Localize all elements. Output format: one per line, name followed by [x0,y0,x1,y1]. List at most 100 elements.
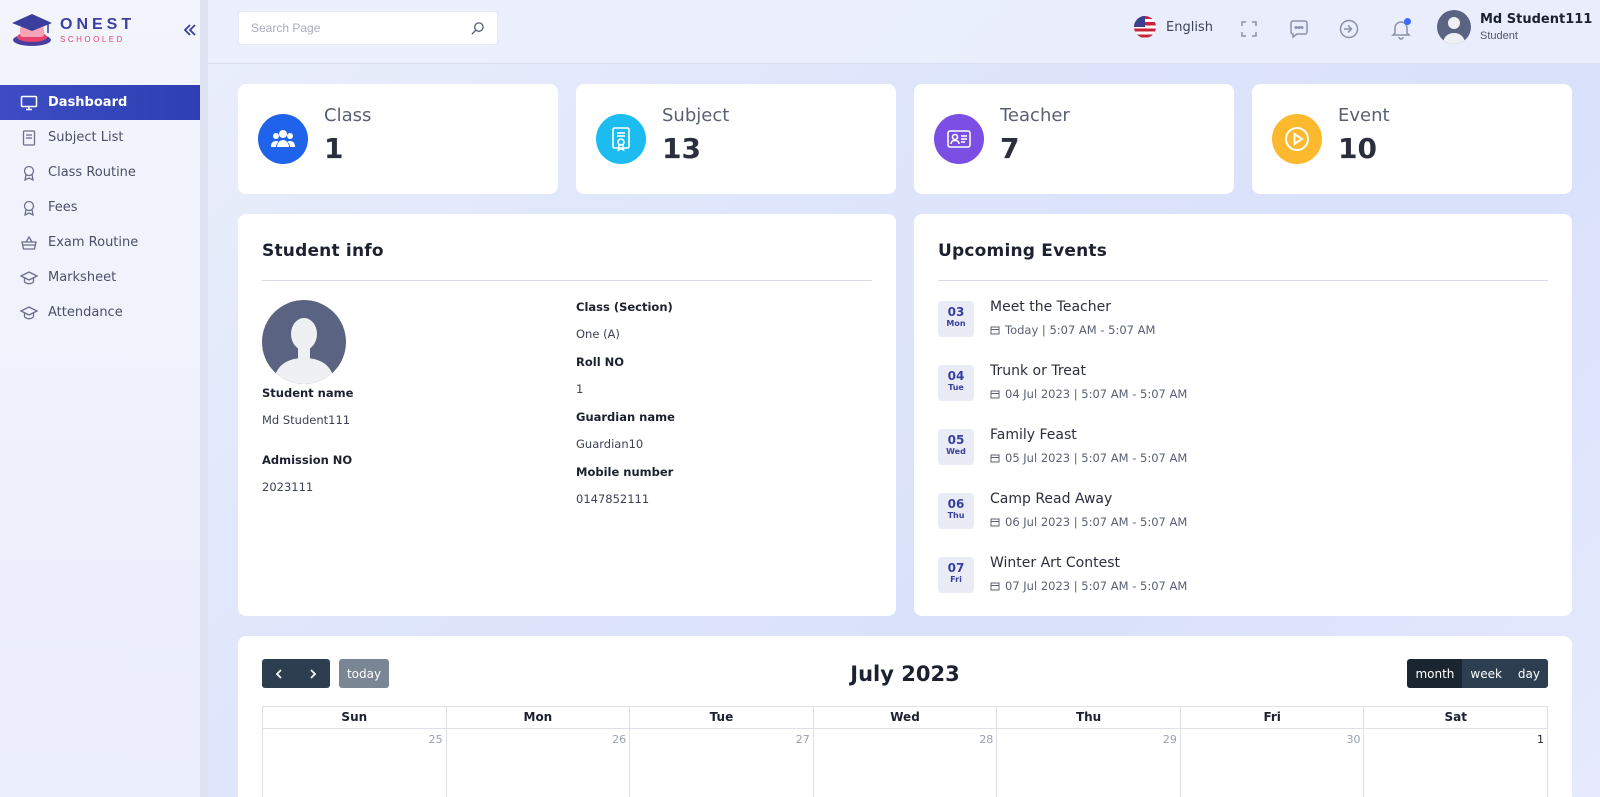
chat-icon[interactable] [1288,18,1310,40]
view-week-button[interactable]: week [1462,659,1510,688]
roll-label: Roll NO [576,355,625,369]
sidebar-item-subject-list[interactable]: Subject List [0,120,202,155]
event-item[interactable]: 07 Fri Winter Art Contest 07 Jul 2023 | … [938,555,1518,605]
event-date-badge: 07 Fri [938,557,974,593]
calendar-day-cell[interactable]: 28 [814,729,998,797]
event-weekday: Thu [947,511,965,520]
user-menu[interactable]: Md Student111 Student [1437,10,1592,44]
language-label: English [1166,19,1213,35]
calendar-icon [990,390,1000,399]
award-icon [23,165,35,181]
sidebar-item-dashboard[interactable]: Dashboard [0,85,202,120]
search-icon[interactable] [470,21,485,36]
sidebar-item-exam-routine[interactable]: Exam Routine [0,225,202,260]
prev-month-button[interactable] [262,659,296,688]
id-card-icon [934,114,984,164]
user-role: Student [1480,30,1518,42]
student-info-panel: Student info Student name Md Student111 … [238,214,896,616]
notification-button[interactable] [1390,18,1412,40]
event-title: Winter Art Contest [990,555,1120,571]
fullscreen-icon[interactable] [1238,18,1260,40]
event-time: 06 Jul 2023 | 5:07 AM - 5:07 AM [990,515,1187,529]
language-selector[interactable]: English [1134,16,1213,38]
users-icon [258,114,308,164]
event-item[interactable]: 04 Tue Trunk or Treat 04 Jul 2023 | 5:07… [938,363,1518,413]
search-input[interactable] [251,21,470,35]
calendar-day-cell[interactable]: 29 [997,729,1181,797]
stat-card-subject: Subject 13 [576,84,896,194]
event-time-text: 04 Jul 2023 | 5:07 AM - 5:07 AM [1005,387,1188,401]
view-month-button[interactable]: month [1407,659,1463,688]
class-section-label: Class (Section) [576,300,673,314]
mobile-label: Mobile number [576,465,674,479]
roll-value: 1 [576,382,584,396]
sidebar-item-marksheet[interactable]: Marksheet [0,260,202,295]
calendar-day-cell[interactable]: 30 [1181,729,1365,797]
stat-label: Subject [662,105,730,126]
certificate-icon [596,114,646,164]
event-day: 05 [947,433,965,447]
today-button[interactable]: today [339,659,389,688]
event-weekday: Mon [946,319,966,328]
user-name: Md Student111 [1480,12,1593,27]
stat-card-event: Event 10 [1252,84,1572,194]
event-item[interactable]: 06 Thu Camp Read Away 06 Jul 2023 | 5:07… [938,491,1518,541]
panel-title: Student info [262,241,384,261]
weekday-label: Wed [814,707,998,728]
admission-label: Admission NO [262,453,353,467]
event-day: 04 [947,369,965,383]
event-date-badge: 03 Mon [938,301,974,337]
basket-icon [21,235,37,250]
calendar-day-cell[interactable]: 25 [263,729,447,797]
upcoming-events-panel: Upcoming Events 03 Mon Meet the Teacher … [914,214,1572,616]
next-month-button[interactable] [296,659,330,688]
brand-name: ONEST [60,15,136,33]
panel-title: Upcoming Events [938,241,1108,261]
notification-badge [1404,18,1411,25]
calendar-panel: today July 2023 month week day Sun Mon T… [238,636,1572,797]
chevron-left-icon [275,668,282,679]
calendar-grid: Sun Mon Tue Wed Thu Fri Sat 25 26 27 28 … [262,706,1548,797]
stat-value: 13 [662,132,701,165]
event-day: 03 [947,305,965,319]
event-weekday: Wed [946,447,966,456]
sidebar-item-label: Class Routine [48,165,136,180]
weekday-label: Sat [1444,710,1467,724]
event-day: 07 [947,561,965,575]
event-date-badge: 04 Tue [938,365,974,401]
sidebar-item-attendance[interactable]: Attendance [0,295,202,330]
view-day-button[interactable]: day [1509,659,1548,688]
event-weekday: Fri [950,575,962,584]
sidebar-item-label: Subject List [48,130,124,145]
student-photo [262,300,346,384]
mobile-value: 0147852111 [576,492,650,506]
calendar-title: July 2023 [850,662,960,686]
calendar-icon [990,582,1000,591]
event-item[interactable]: 05 Wed Family Feast 05 Jul 2023 | 5:07 A… [938,427,1518,477]
app-logo[interactable]: ONEST SCHOOLED [10,12,135,48]
calendar-icon [990,454,1000,463]
collapse-sidebar-icon[interactable] [180,20,200,40]
sidebar-item-label: Attendance [48,305,123,320]
class-section-value: One (A) [576,327,620,341]
event-title: Meet the Teacher [990,299,1111,315]
student-name-value: Md Student111 [262,413,351,427]
stat-label: Event [1338,105,1390,126]
calendar-day-cell[interactable]: 1 [1537,733,1545,746]
event-time: 05 Jul 2023 | 5:07 AM - 5:07 AM [990,451,1187,465]
event-time: 07 Jul 2023 | 5:07 AM - 5:07 AM [990,579,1187,593]
event-weekday: Tue [948,383,964,392]
sidebar-item-class-routine[interactable]: Class Routine [0,155,202,190]
sidebar-scrollbar[interactable] [200,0,208,797]
event-item[interactable]: 03 Mon Meet the Teacher Today | 5:07 AM … [938,299,1518,349]
event-title: Trunk or Treat [990,363,1086,379]
sidebar-item-fees[interactable]: Fees [0,190,202,225]
us-flag-icon [1134,16,1156,38]
search-box[interactable] [238,11,498,45]
weekday-label: Thu [997,707,1181,728]
logout-icon[interactable] [1338,18,1360,40]
avatar [1437,10,1471,44]
chevron-right-icon [310,668,317,679]
calendar-day-cell[interactable]: 27 [630,729,814,797]
calendar-day-cell[interactable]: 26 [447,729,631,797]
